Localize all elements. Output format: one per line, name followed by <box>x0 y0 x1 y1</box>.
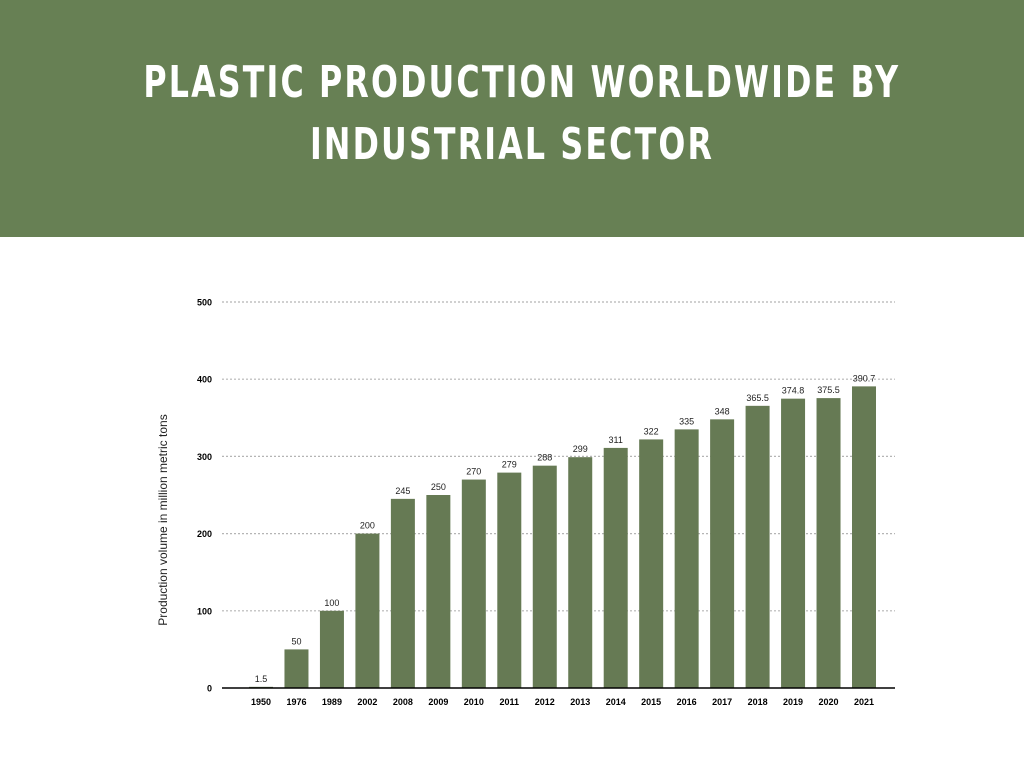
value-label-2002: 200 <box>360 521 375 531</box>
title-line-1: PLASTIC PRODUCTION WORLDWIDE BY <box>143 57 901 108</box>
x-tick-label-1950: 1950 <box>251 697 271 707</box>
y-axis-title: Production volume in million metric tons <box>156 414 170 625</box>
x-tick-label-2011: 2011 <box>500 697 520 707</box>
y-tick-label-0: 0 <box>207 684 212 694</box>
value-label-2014: 311 <box>609 435 623 445</box>
x-tick-label-2021: 2021 <box>854 697 874 707</box>
x-tick-label-2018: 2018 <box>748 697 768 707</box>
value-label-2017: 348 <box>715 406 730 416</box>
value-label-2020: 375.5 <box>817 385 840 395</box>
x-tick-label-2015: 2015 <box>641 697 661 707</box>
value-label-2015: 322 <box>644 426 659 436</box>
bar-2011 <box>497 472 522 688</box>
value-label-1989: 100 <box>324 598 339 608</box>
bar-2010 <box>461 479 486 688</box>
value-label-2016: 335 <box>679 416 694 426</box>
bar-2021 <box>852 386 876 688</box>
bar-2018 <box>745 405 770 688</box>
x-tick-label-1989: 1989 <box>322 697 342 707</box>
bar-2016 <box>674 429 699 688</box>
y-tick-label-200: 200 <box>197 529 212 539</box>
bar-2002 <box>355 533 380 688</box>
x-tick-label-2020: 2020 <box>819 697 839 707</box>
y-tick-label-400: 400 <box>197 375 212 385</box>
y-tick-label-100: 100 <box>197 606 212 616</box>
bar-2008 <box>390 498 415 688</box>
title-line-2: INDUSTRIAL SECTOR <box>309 119 715 170</box>
bar-2012 <box>532 465 557 688</box>
bar-1976 <box>284 649 309 688</box>
bar-1989 <box>319 610 344 688</box>
bar-2013 <box>568 457 593 688</box>
value-label-2021: 390.7 <box>853 373 876 383</box>
y-tick-label-500: 500 <box>197 298 212 308</box>
chart-area: 0 100 200 300 400 500 1.5 1950 50 1976 100 1989 200 2… <box>0 237 1024 768</box>
value-label-1976: 50 <box>291 636 301 646</box>
value-label-1950: 1.5 <box>255 674 268 684</box>
value-label-2010: 270 <box>466 467 481 477</box>
x-tick-label-2017: 2017 <box>712 697 732 707</box>
x-tick-label-2014: 2014 <box>606 697 626 707</box>
x-tick-label-2013: 2013 <box>570 697 590 707</box>
value-label-2013: 299 <box>573 444 588 454</box>
bar-2017 <box>710 419 735 688</box>
x-tick-label-2010: 2010 <box>464 697 484 707</box>
bar-2014 <box>603 447 628 688</box>
bar-2020 <box>816 398 841 688</box>
value-label-2008: 245 <box>395 486 410 496</box>
value-label-2009: 250 <box>431 482 446 492</box>
value-label-2019: 374.8 <box>782 386 805 396</box>
x-tick-label-2016: 2016 <box>677 697 697 707</box>
x-tick-label-2009: 2009 <box>428 697 448 707</box>
bar-2015 <box>639 439 664 688</box>
bar-2019 <box>781 398 806 688</box>
x-tick-label-2008: 2008 <box>393 697 413 707</box>
x-tick-label-2002: 2002 <box>357 697 377 707</box>
bar-2009 <box>426 495 451 688</box>
x-tick-label-1976: 1976 <box>286 697 306 707</box>
page-title: PLASTIC PRODUCTION WORLDWIDE BY INDUSTRI… <box>143 52 901 176</box>
x-tick-label-2019: 2019 <box>783 697 803 707</box>
title-banner: PLASTIC PRODUCTION WORLDWIDE BY INDUSTRI… <box>0 0 1024 237</box>
bar-chart: 01002003004005001.5195050197610019892002… <box>156 298 895 707</box>
x-tick-label-2012: 2012 <box>535 697 555 707</box>
value-label-2018: 365.5 <box>746 393 769 403</box>
value-label-2012: 288 <box>537 453 552 463</box>
value-label-2011: 279 <box>502 460 517 470</box>
y-tick-label-300: 300 <box>197 452 212 462</box>
